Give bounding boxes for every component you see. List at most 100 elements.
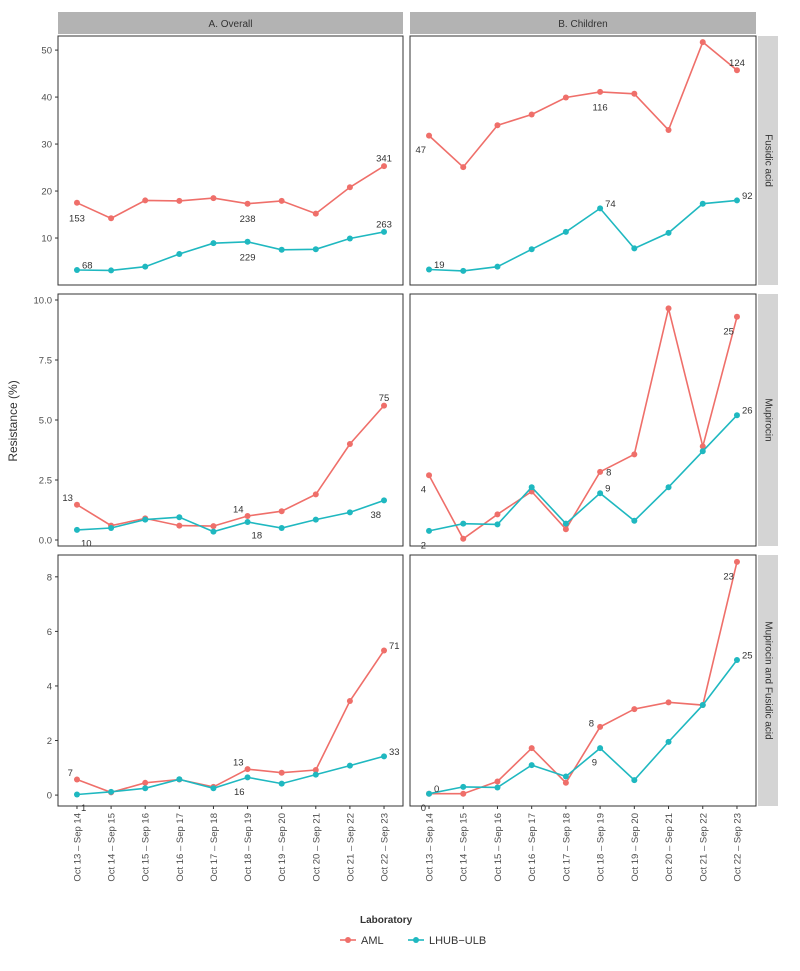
data-point: [562, 228, 569, 235]
data-point: [278, 780, 285, 787]
data-label: 26: [742, 406, 753, 417]
series-line: [428, 659, 738, 795]
data-point: [597, 723, 604, 730]
data-label: 68: [82, 260, 93, 271]
data-point: [494, 263, 501, 270]
x-tick-label: Oct 20 – Sep 21: [664, 813, 675, 882]
data-point: [278, 246, 285, 253]
data-point: [733, 558, 740, 565]
data-label: 18: [252, 531, 263, 542]
data-label: 33: [389, 747, 400, 758]
y-tick-label: 30: [41, 140, 52, 151]
data-point: [699, 200, 706, 207]
data-point: [494, 511, 501, 518]
data-point: [426, 527, 433, 534]
panel-border: [409, 554, 757, 807]
data-point: [631, 451, 638, 458]
data-point: [142, 779, 149, 786]
y-tick-label: 2.5: [39, 476, 52, 487]
data-point: [562, 779, 569, 786]
panel-border: [57, 293, 404, 547]
data-point: [312, 516, 319, 523]
data-label: 25: [723, 326, 734, 337]
y-tick-label: 20: [41, 187, 52, 198]
data-point: [346, 509, 353, 516]
data-label: 38: [370, 510, 381, 521]
data-point: [244, 513, 251, 519]
data-point: [210, 785, 217, 792]
data-point: [278, 508, 285, 515]
legend[interactable]: Laboratory AML LHUB−ULB: [340, 915, 486, 947]
data-point: [278, 197, 285, 204]
y-tick-label: 10.0: [34, 296, 53, 307]
data-point: [346, 441, 353, 447]
legend-title: Laboratory: [360, 915, 413, 926]
data-point: [699, 702, 706, 709]
y-tick-label: 8: [47, 572, 52, 583]
data-point: [699, 448, 706, 455]
legend-swatch-lhub-dot: [413, 937, 419, 943]
data-point: [244, 238, 251, 245]
data-point: [381, 497, 388, 504]
data-point: [108, 215, 115, 222]
data-label: 263: [376, 219, 392, 230]
data-label: 238: [240, 214, 256, 225]
data-point: [562, 94, 569, 101]
data-point: [528, 484, 535, 491]
data-point: [312, 210, 319, 217]
data-point: [381, 402, 388, 409]
data-point: [494, 122, 501, 129]
data-label: 116: [593, 102, 608, 113]
y-tick-label: 50: [41, 46, 52, 57]
x-tick-label: Oct 13 – Sep 14: [72, 813, 83, 882]
data-point: [312, 491, 319, 498]
data-point: [73, 526, 80, 533]
data-point: [733, 313, 740, 320]
data-label: 13: [62, 493, 73, 504]
data-point: [665, 126, 672, 133]
data-point: [699, 443, 706, 450]
panel-grid: A. Overall B. Children Fusidic acid Mupiroc…: [34, 12, 778, 882]
y-tick-label: 40: [41, 93, 52, 104]
data-point: [312, 766, 319, 773]
data-label: 74: [605, 199, 616, 210]
data-point: [210, 528, 217, 535]
data-label: 16: [234, 787, 245, 798]
legend-item-lhub-ulb[interactable]: LHUB−ULB: [408, 935, 486, 947]
series-line: [76, 650, 385, 794]
x-tick-label: Oct 17 – Sep 18: [561, 813, 572, 882]
data-point: [142, 197, 149, 204]
panel-border: [57, 554, 404, 807]
data-point: [142, 516, 149, 523]
data-label: 341: [376, 154, 392, 165]
data-point: [312, 246, 319, 253]
x-tick-label: Oct 21 – Sep 22: [698, 813, 709, 882]
y-tick-label: 0: [47, 791, 52, 802]
data-point: [244, 200, 251, 207]
x-tick-label: Oct 19 – Sep 20: [630, 813, 641, 882]
y-tick-label: 4: [47, 681, 52, 692]
x-tick-label: Oct 22 – Sep 23: [380, 813, 391, 882]
data-point: [346, 697, 353, 704]
data-point: [176, 250, 183, 257]
data-point: [176, 776, 183, 783]
legend-item-aml[interactable]: AML: [340, 935, 384, 947]
data-label: 0: [421, 803, 426, 814]
data-point: [278, 769, 285, 776]
series-line: [428, 414, 738, 532]
data-point: [460, 164, 467, 171]
data-label: 19: [434, 260, 445, 271]
data-point: [426, 266, 433, 273]
y-tick-label: 2: [47, 736, 52, 747]
data-label: 2: [421, 540, 426, 551]
x-tick-label: Oct 20 – Sep 21: [311, 813, 322, 882]
data-label: 71: [389, 641, 400, 652]
data-label: 92: [742, 191, 753, 202]
data-point: [346, 184, 353, 191]
data-label: 8: [589, 718, 594, 729]
data-point: [528, 745, 535, 752]
data-label: 75: [379, 393, 390, 404]
data-label: 153: [69, 213, 85, 224]
data-point: [597, 88, 604, 95]
